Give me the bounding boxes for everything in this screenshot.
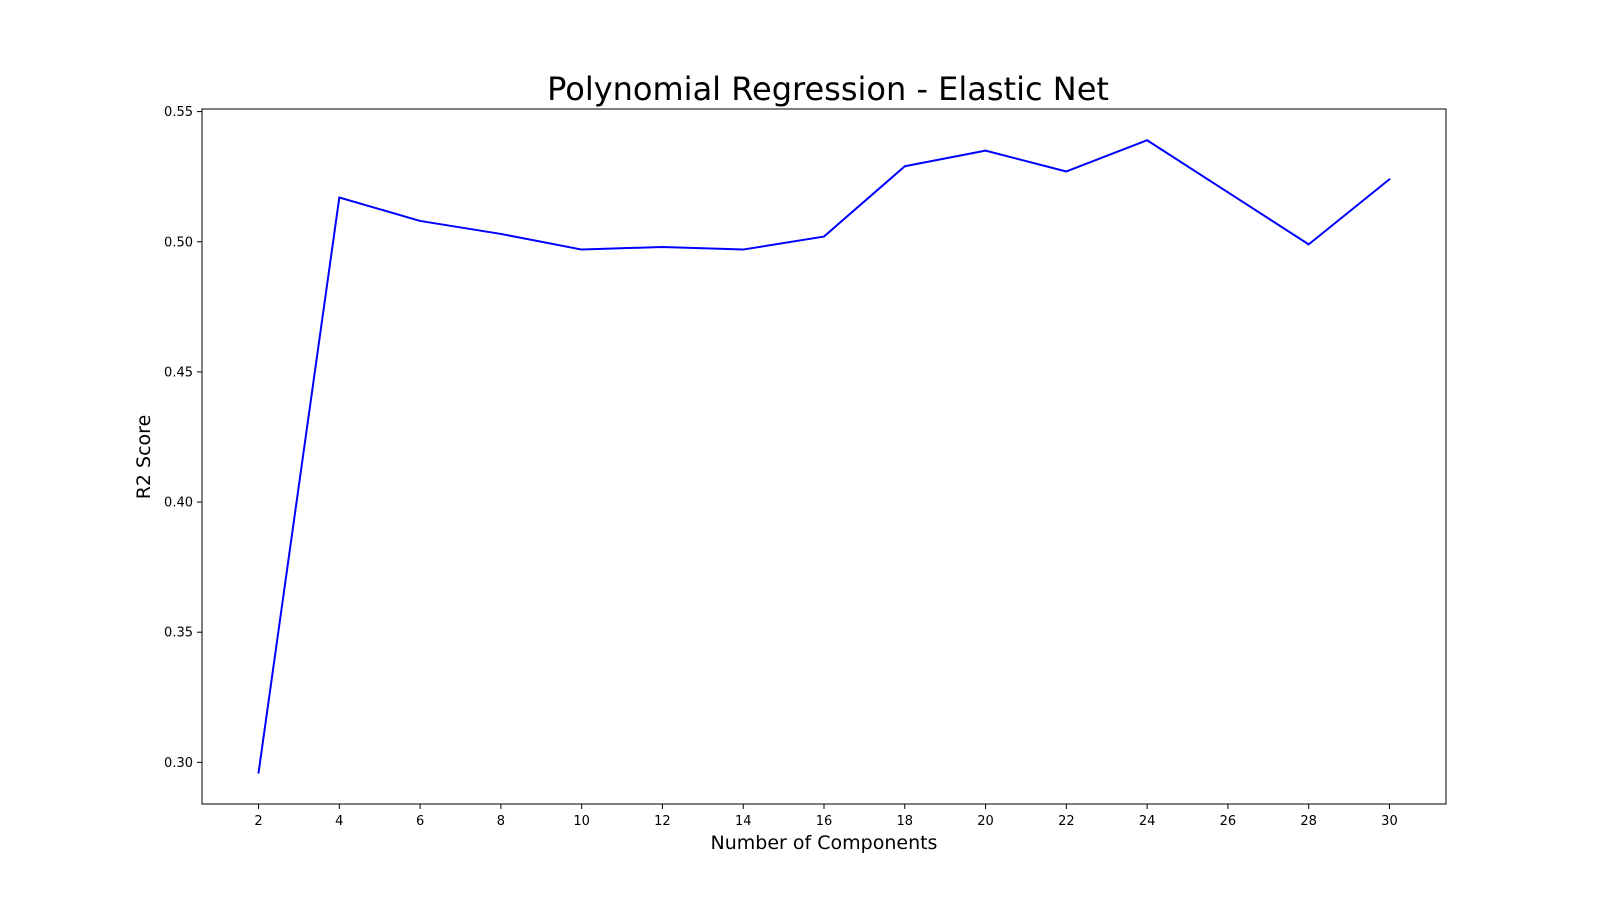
series-line [257, 139, 1391, 773]
data-point [1065, 170, 1068, 173]
data-point [257, 771, 260, 774]
x-tick-label: 10 [573, 814, 590, 829]
plot-frame [201, 108, 1447, 805]
x-tick-label: 12 [654, 814, 671, 829]
data-point [338, 196, 341, 199]
x-tick-label: 2 [254, 814, 262, 829]
series-layer [257, 139, 1391, 774]
x-axis-ticks: 2 4 6 8 10 12 14 16 18 20 22 24 26 28 30 [254, 804, 1398, 829]
data-point [903, 165, 906, 168]
data-point [1307, 243, 1310, 246]
x-tick-label: 16 [816, 814, 833, 829]
x-tick-label: 8 [497, 814, 505, 829]
x-tick-label: 14 [735, 814, 752, 829]
x-tick-label: 22 [1058, 814, 1075, 829]
chart-title: Polynomial Regression - Elastic Net [547, 70, 1109, 108]
data-point [1146, 139, 1149, 142]
y-tick-label: 0.40 [164, 496, 193, 511]
y-tick-label: 0.50 [164, 235, 193, 250]
y-tick-label: 0.45 [164, 365, 193, 380]
data-point [580, 248, 583, 251]
x-tick-label: 30 [1381, 814, 1398, 829]
y-tick-label: 0.30 [164, 756, 193, 771]
x-tick-label: 6 [416, 814, 424, 829]
y-tick-label: 0.55 [164, 105, 193, 120]
data-point [419, 219, 422, 222]
x-tick-label: 4 [335, 814, 343, 829]
data-point [499, 232, 502, 235]
x-tick-label: 28 [1300, 814, 1317, 829]
y-tick-label: 0.35 [164, 626, 193, 641]
x-tick-label: 18 [897, 814, 914, 829]
data-point [984, 149, 987, 152]
y-axis-label: R2 Score [133, 415, 155, 500]
y-axis-ticks: 0.30 0.35 0.40 0.45 0.50 0.55 [164, 105, 202, 771]
data-point [661, 245, 664, 248]
x-tick-label: 26 [1220, 814, 1237, 829]
data-point [742, 248, 745, 251]
data-point [823, 235, 825, 238]
data-point [1226, 191, 1229, 194]
data-point [1388, 178, 1391, 181]
x-tick-label: 24 [1139, 814, 1156, 829]
x-axis-label: Number of Components [711, 832, 938, 854]
x-tick-label: 20 [977, 814, 994, 829]
